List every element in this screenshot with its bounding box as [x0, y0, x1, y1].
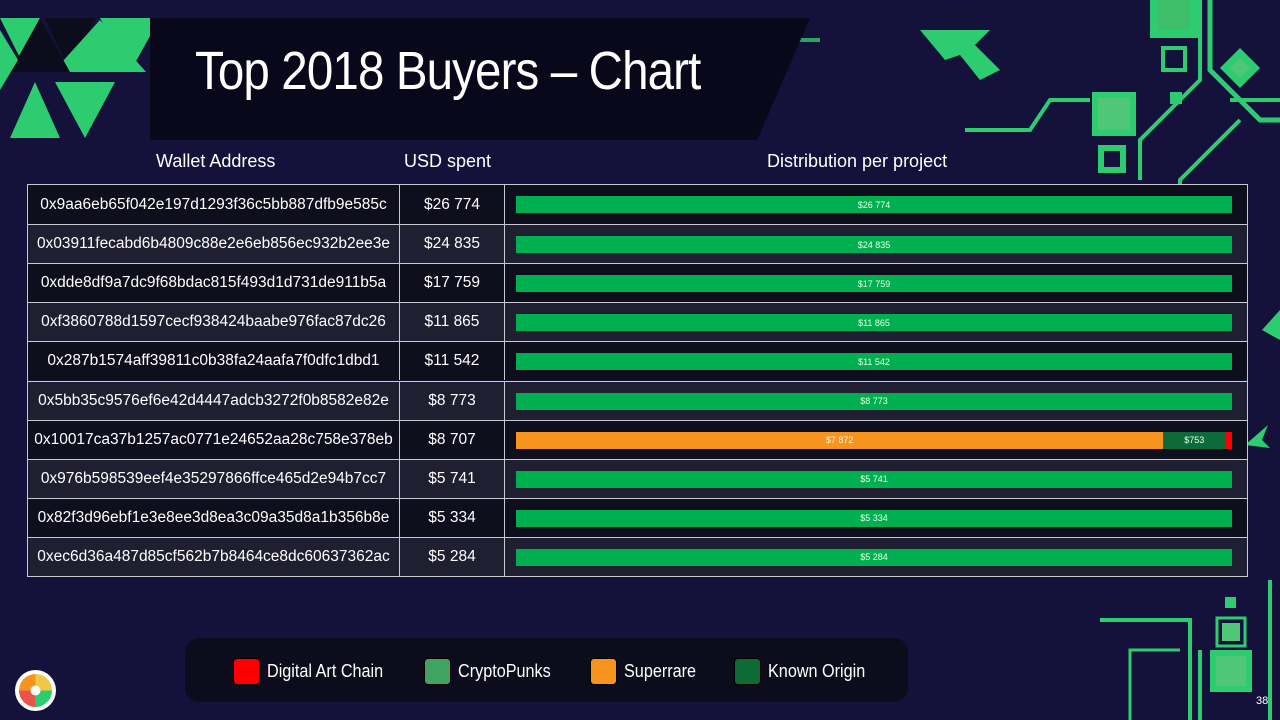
- table-row: 0x9aa6eb65f042e197d1293f36c5bb887dfb9e58…: [28, 185, 1247, 224]
- distribution-cell: $5 334: [505, 499, 1247, 537]
- distribution-cell: $11 542: [505, 342, 1247, 380]
- distribution-cell: $7 872 $753: [505, 421, 1247, 459]
- legend-swatch: [734, 658, 761, 685]
- bar-data-label: $753: [1184, 435, 1205, 446]
- table-row: 0x03911fecabd6b4809c88e2e6eb856ec932b2ee…: [28, 224, 1247, 264]
- bar-segment-cryptopunks: $5 334: [516, 509, 1232, 527]
- table-row: 0x5bb35c9576ef6e42d4447adcb3272f0b8582e8…: [28, 380, 1247, 420]
- logo: [15, 670, 56, 711]
- table-row: 0x976b598539eef4e35297866ffce465d2e94b7c…: [28, 458, 1247, 498]
- stacked-bar: $24 835: [516, 236, 1232, 254]
- usd-spent-cell: $5 284: [400, 537, 505, 576]
- usd-spent-cell: $5 334: [400, 498, 505, 537]
- wallet-address-cell: 0x287b1574aff39811c0b38fa24aafa7f0dfc1db…: [28, 342, 400, 381]
- header-distribution: Distribution per project: [767, 151, 948, 171]
- bar-segment-cryptopunks: $5 741: [516, 470, 1232, 488]
- usd-spent-cell: $8 707: [400, 420, 505, 459]
- wallet-address-cell: 0x9aa6eb65f042e197d1293f36c5bb887dfb9e58…: [28, 185, 400, 224]
- wallet-address-cell: 0x10017ca37b1257ac0771e24652aa28c758e378…: [28, 420, 400, 459]
- page-number: 38: [1256, 695, 1269, 707]
- legend-label: Superrare: [624, 661, 697, 681]
- table-row: 0x82f3d96ebf1e3e8ee3d8ea3c09a35d8a1b356b…: [28, 497, 1247, 537]
- usd-spent-cell: $11 865: [400, 303, 505, 342]
- bar-segment-cryptopunks: $11 542: [516, 353, 1232, 371]
- bar-segment-superrare: $7 872: [516, 431, 1164, 449]
- legend-label: Digital Art Chain: [267, 661, 384, 681]
- legend-item: Digital Art Chain: [233, 658, 396, 685]
- usd-spent-cell: $5 741: [400, 459, 505, 498]
- bar-segment-cryptopunks: $24 835: [516, 236, 1232, 254]
- bar-data-label: $26 774: [857, 199, 891, 210]
- stacked-bar: $5 284: [516, 548, 1232, 566]
- bar-segment-cryptopunks: $8 773: [516, 392, 1232, 410]
- legend-swatch: [590, 658, 617, 685]
- page-title: Top 2018 Buyers – Chart: [195, 41, 701, 101]
- bar-data-label: $11 865: [858, 317, 890, 328]
- table-row: 0xec6d36a487d85cf562b7b8464ce8dc60637362…: [28, 536, 1247, 576]
- bar-data-label: $5 741: [860, 474, 888, 485]
- bar-data-label: $5 284: [860, 552, 888, 563]
- wallet-address-cell: 0x03911fecabd6b4809c88e2e6eb856ec932b2ee…: [28, 225, 400, 264]
- usd-spent-cell: $8 773: [400, 381, 505, 420]
- wallet-address-cell: 0x976b598539eef4e35297866ffce465d2e94b7c…: [28, 459, 400, 498]
- distribution-cell: $11 865: [505, 303, 1247, 341]
- wallet-address-cell: 0xdde8df9a7dc9f68bdac815f493d1d731de911b…: [28, 264, 400, 303]
- usd-spent-cell: $26 774: [400, 185, 505, 224]
- bar-segment-cryptopunks: $5 284: [516, 548, 1232, 566]
- table-row: 0xf3860788d1597cecf938424baabe976fac87dc…: [28, 302, 1247, 342]
- usd-spent-cell: $24 835: [400, 225, 505, 264]
- stacked-bar: $5 741: [516, 470, 1232, 488]
- stacked-bar: $5 334: [516, 509, 1232, 527]
- legend-swatch: [233, 658, 260, 685]
- distribution-cell: $24 835: [505, 225, 1247, 263]
- header-wallet-address: Wallet Address: [156, 151, 276, 171]
- legend-item: CryptoPunks: [424, 658, 561, 685]
- distribution-cell: $17 759: [505, 264, 1247, 302]
- legend-swatch: [424, 658, 451, 685]
- stacked-bar: $8 773: [516, 392, 1232, 410]
- stacked-bar: $17 759: [516, 275, 1232, 293]
- legend-label: Known Origin: [768, 661, 866, 681]
- stacked-bar: $26 774: [516, 196, 1232, 213]
- table-row: 0x10017ca37b1257ac0771e24652aa28c758e378…: [28, 419, 1247, 459]
- bar-segment-cryptopunks: $26 774: [516, 196, 1232, 213]
- distribution-cell: $5 284: [505, 538, 1247, 576]
- distribution-cell: $8 773: [505, 382, 1247, 420]
- bar-data-label: $7 872: [825, 435, 854, 446]
- distribution-cell: $5 741: [505, 460, 1247, 498]
- usd-spent-cell: $11 542: [400, 342, 505, 381]
- wallet-address-cell: 0x5bb35c9576ef6e42d4447adcb3272f0b8582e8…: [28, 381, 400, 420]
- bar-data-label: $11 542: [858, 356, 890, 367]
- table-row: 0xdde8df9a7dc9f68bdac815f493d1d731de911b…: [28, 263, 1247, 303]
- bar-data-label: $8 773: [860, 396, 888, 406]
- wallet-address-cell: 0xf3860788d1597cecf938424baabe976fac87dc…: [28, 303, 400, 342]
- bar-data-label: $24 835: [857, 239, 891, 250]
- chart-legend: Digital Art Chain CryptoPunks Superrare Kno…: [185, 638, 908, 702]
- wallet-address-cell: 0x82f3d96ebf1e3e8ee3d8ea3c09a35d8a1b356b…: [28, 498, 400, 537]
- stacked-bar: $7 872 $753: [516, 431, 1232, 449]
- title-bar: [150, 18, 810, 140]
- bar-segment-known-origin: $753: [1163, 431, 1226, 449]
- usd-spent-cell: $17 759: [400, 264, 505, 303]
- legend-label: CryptoPunks: [458, 661, 551, 681]
- bar-segment-cryptopunks: $17 759: [516, 275, 1232, 293]
- buyers-table: 0x9aa6eb65f042e197d1293f36c5bb887dfb9e58…: [27, 184, 1248, 577]
- bar-segment-cryptopunks: $11 865: [516, 314, 1232, 332]
- wallet-address-cell: 0xec6d36a487d85cf562b7b8464ce8dc60637362…: [28, 537, 400, 576]
- legend-item: Known Origin: [734, 658, 876, 685]
- bar-data-label: $17 759: [857, 278, 891, 289]
- stacked-bar: $11 865: [516, 314, 1232, 332]
- table-row: 0x287b1574aff39811c0b38fa24aafa7f0dfc1db…: [28, 341, 1247, 381]
- bar-data-label: $5 334: [860, 513, 888, 524]
- legend-item: Superrare: [590, 658, 704, 685]
- distribution-cell: $26 774: [505, 185, 1247, 224]
- stacked-bar: $11 542: [516, 353, 1232, 371]
- bar-segment-digital-art-chain: [1225, 431, 1232, 449]
- header-usd-spent: USD spent: [404, 151, 492, 171]
